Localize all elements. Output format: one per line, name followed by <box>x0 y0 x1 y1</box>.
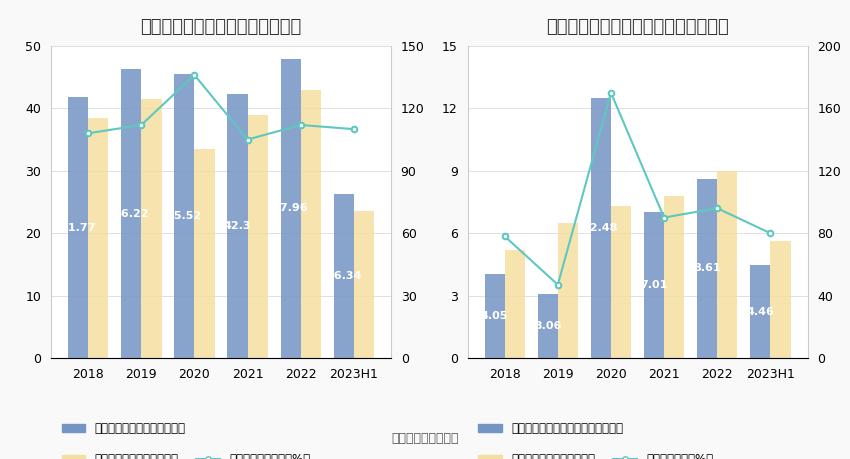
Bar <box>717 171 737 358</box>
Legend: 左轴：营业总收入（亿元）, 右轴：营收现金比（%）: 左轴：营业总收入（亿元）, 右轴：营收现金比（%） <box>57 448 315 459</box>
Bar <box>484 274 505 358</box>
Bar <box>591 98 611 358</box>
Bar <box>354 211 374 358</box>
Text: 4.46: 4.46 <box>746 307 774 317</box>
Bar <box>505 250 524 358</box>
Text: 46.22: 46.22 <box>113 209 149 219</box>
Text: 3.06: 3.06 <box>534 321 561 331</box>
Bar <box>121 69 141 358</box>
Text: 8.61: 8.61 <box>694 263 721 274</box>
Bar <box>697 179 717 358</box>
Text: 47.96: 47.96 <box>273 203 309 213</box>
Text: 26.34: 26.34 <box>326 271 361 281</box>
Text: 7.01: 7.01 <box>640 280 667 290</box>
Text: 12.48: 12.48 <box>583 223 619 233</box>
Text: 4.05: 4.05 <box>481 311 508 321</box>
Bar <box>537 294 558 358</box>
Text: 数据来源：恒生聚源: 数据来源：恒生聚源 <box>391 432 459 445</box>
Bar <box>333 194 354 358</box>
Bar <box>301 90 320 358</box>
Legend: 左轴：归母净利润（亿元）, 右轴：净现比（%）: 左轴：归母净利润（亿元）, 右轴：净现比（%） <box>473 448 717 459</box>
Bar <box>664 196 684 358</box>
Title: 历年经营现金流净额、归母净利润情况: 历年经营现金流净额、归母净利润情况 <box>546 18 728 36</box>
Bar <box>644 212 664 358</box>
Bar <box>68 97 88 358</box>
Bar <box>280 59 301 358</box>
Bar <box>88 118 109 358</box>
Bar <box>195 149 214 358</box>
Bar <box>141 99 162 358</box>
Bar <box>750 265 770 358</box>
Text: 42.3: 42.3 <box>224 221 252 231</box>
Bar <box>247 115 268 358</box>
Bar <box>558 223 578 358</box>
Bar <box>770 241 790 358</box>
Bar <box>227 94 247 358</box>
Text: 45.52: 45.52 <box>167 211 202 221</box>
Bar <box>174 74 195 358</box>
Text: 41.77: 41.77 <box>60 223 96 233</box>
Title: 历年经营现金流入、营业收入情况: 历年经营现金流入、营业收入情况 <box>140 18 302 36</box>
Bar <box>611 206 631 358</box>
